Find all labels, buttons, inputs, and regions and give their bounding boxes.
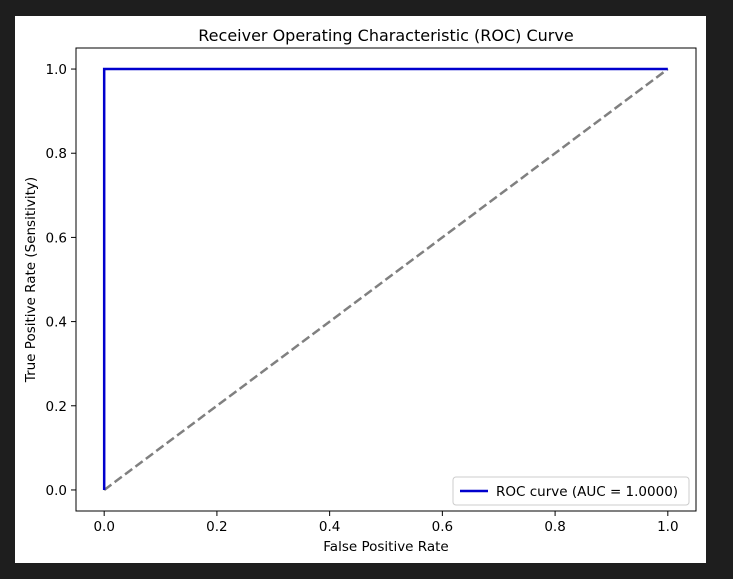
roc-chart: Receiver Operating Characteristic (ROC) … <box>23 26 697 555</box>
x-tick-label: 0.2 <box>206 519 227 535</box>
y-tick-label: 0.4 <box>46 315 67 331</box>
x-axis-label: False Positive Rate <box>323 539 448 555</box>
x-tick-label: 0.8 <box>544 519 565 535</box>
x-tick-label: 0.6 <box>432 519 453 535</box>
chart-title: Receiver Operating Characteristic (ROC) … <box>198 26 573 45</box>
y-tick-label: 0.2 <box>46 399 67 415</box>
y-tick-label: 0.8 <box>46 146 67 162</box>
y-tick-label: 1.0 <box>46 62 67 78</box>
figure: Receiver Operating Characteristic (ROC) … <box>15 16 706 563</box>
legend-label: ROC curve (AUC = 1.0000) <box>496 484 678 500</box>
diagonal-reference-line <box>103 68 669 491</box>
roc-curve-line <box>102 67 668 490</box>
x-tick-label: 1.0 <box>657 519 678 535</box>
series-layer <box>102 67 669 491</box>
y-tick-label: 0.0 <box>46 483 67 499</box>
y-axis: 0.0 0.2 0.4 0.6 0.8 1.0 <box>46 62 76 499</box>
y-axis-label: True Positive Rate (Sensitivity) <box>23 177 39 383</box>
legend-box <box>452 476 690 506</box>
legend: ROC curve (AUC = 1.0000) <box>452 476 690 506</box>
x-tick-label: 0.4 <box>319 519 340 535</box>
x-axis: 0.0 0.2 0.4 0.6 0.8 1.0 <box>93 511 679 535</box>
x-tick-label: 0.0 <box>93 519 114 535</box>
y-tick-label: 0.6 <box>46 230 67 246</box>
